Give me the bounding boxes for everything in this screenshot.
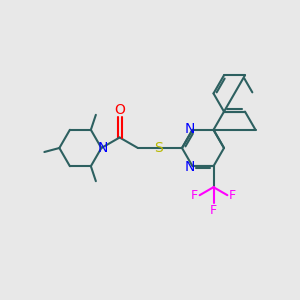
Text: F: F [229,189,236,202]
Text: F: F [191,189,198,202]
Text: S: S [154,141,163,155]
Text: F: F [210,204,217,217]
Text: N: N [184,160,195,174]
Text: N: N [184,122,195,136]
Text: N: N [97,141,107,155]
Text: O: O [114,103,125,116]
